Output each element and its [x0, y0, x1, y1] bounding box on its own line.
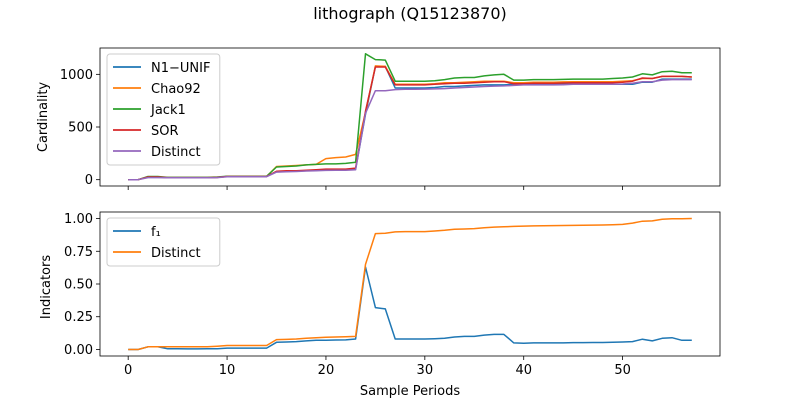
y-tick-label: 0.00 [64, 343, 93, 358]
subplot-cardinality: Cardinality 0 500 1000 N1−UNIF Chao92 Jack1 S… [36, 47, 721, 190]
y-tick-label: 500 [68, 121, 93, 136]
legend: N1−UNIF Chao92 Jack1 SOR Distinct [106, 53, 221, 166]
x-axis-label: Sample Periods [360, 384, 460, 399]
chart-title: lithograph (Q15123870) [313, 4, 507, 23]
legend-label: N1−UNIF [151, 61, 210, 76]
legend-label: Distinct [151, 246, 201, 261]
series-line [128, 266, 692, 351]
y-tick-label: 1000 [60, 68, 93, 83]
y-tick-label: 0 [85, 173, 93, 188]
series-line [128, 217, 692, 351]
y-axis-label: Indicators [39, 255, 54, 319]
legend-label: SOR [151, 124, 179, 139]
y-axis-label: Cardinality [36, 82, 51, 153]
x-tick-label: 30 [417, 363, 434, 378]
x-tick-label: 0 [124, 363, 132, 378]
legend-box [106, 217, 221, 267]
legend-label: Jack1 [150, 103, 186, 118]
x-tick-label: 20 [318, 363, 335, 378]
legend-label: f₁ [151, 225, 161, 240]
legend-box [106, 53, 221, 166]
y-tick-label: 0.25 [64, 310, 93, 325]
legend-label: Distinct [151, 145, 201, 160]
series-line [128, 78, 692, 181]
x-tick-label: 40 [515, 363, 532, 378]
y-tick-label: 0.50 [64, 278, 93, 293]
x-tick-label: 50 [614, 363, 631, 378]
legend-label: Chao92 [151, 82, 201, 97]
subplot-indicators: Indicators Sample Periods 0 10 20 30 40 50 0.0… [39, 211, 721, 399]
y-tick-label: 0.75 [64, 245, 93, 260]
plot-frame [99, 47, 721, 187]
legend: f₁ Distinct [106, 217, 221, 267]
x-tick-label: 10 [219, 363, 236, 378]
y-tick-label: 1.00 [64, 212, 93, 227]
